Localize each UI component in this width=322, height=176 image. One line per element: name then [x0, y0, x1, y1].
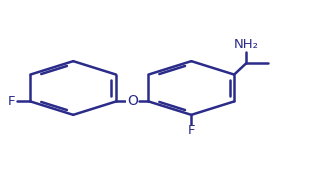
Text: NH₂: NH₂: [234, 38, 259, 51]
Text: F: F: [188, 124, 195, 137]
Text: F: F: [8, 95, 15, 108]
Text: O: O: [127, 95, 138, 108]
